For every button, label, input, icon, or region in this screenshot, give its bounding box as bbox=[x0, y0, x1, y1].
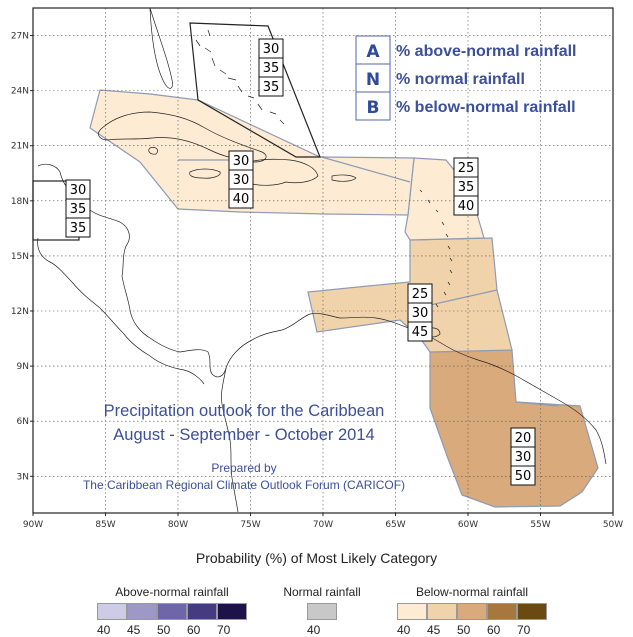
lat-tick-label: 15N bbox=[11, 252, 29, 262]
scale-group-label: Below-normal rainfall bbox=[415, 585, 529, 599]
swatch-label-row: 40 45 50 60 70 bbox=[97, 623, 247, 637]
color-swatch bbox=[457, 603, 487, 620]
prob-box-greater-antilles: 30 30 40 bbox=[228, 150, 254, 209]
swatch-value: 40 bbox=[97, 623, 111, 637]
lat-tick-label: 27N bbox=[11, 32, 29, 42]
legend-text-normal: % normal rainfall bbox=[396, 71, 525, 88]
prob-box-windward-islands: 25 30 45 bbox=[407, 283, 433, 342]
swatch-row bbox=[307, 603, 337, 620]
legend-key-b: B bbox=[367, 98, 380, 118]
lon-tick-label: 90W bbox=[23, 520, 43, 530]
map-title-line2: August - September - October 2014 bbox=[113, 426, 374, 444]
color-swatch bbox=[187, 603, 217, 620]
lon-tick-label: 65W bbox=[385, 520, 405, 530]
prob-value-n: 30 bbox=[233, 173, 250, 188]
prob-value-a: 25 bbox=[458, 161, 475, 176]
prob-box-belize: 30 35 35 bbox=[65, 179, 91, 238]
lat-tick-label: 18N bbox=[11, 197, 29, 207]
swatch-label-row: 40 bbox=[307, 623, 337, 637]
swatch-value: 50 bbox=[457, 623, 471, 637]
lon-tick-label: 70W bbox=[313, 520, 333, 530]
swatch-value: 40 bbox=[307, 623, 321, 637]
prob-value-n: 30 bbox=[515, 450, 532, 465]
color-swatch bbox=[487, 603, 517, 620]
swatch-value: 60 bbox=[487, 623, 501, 637]
prob-cell bbox=[407, 321, 433, 342]
lat-tick-label: 12N bbox=[11, 307, 29, 317]
caribbean-map: 27N 24N 21N 18N 15N 12N 9N 6N 3N 90W 85W 80W 75W 70W… bbox=[11, 7, 623, 530]
swatch-value: 70 bbox=[217, 623, 231, 637]
legend-text-above: % above-normal rainfall bbox=[396, 43, 577, 60]
prob-value-b: 50 bbox=[515, 469, 532, 484]
color-swatch bbox=[307, 603, 337, 620]
prepared-by: Prepared by bbox=[211, 461, 276, 475]
latitude-ticks: 27N 24N 21N 18N 15N 12N 9N 6N 3N bbox=[11, 32, 33, 482]
legend-key-a: A bbox=[366, 42, 380, 62]
color-swatch bbox=[97, 603, 127, 620]
lon-tick-label: 50W bbox=[603, 520, 623, 530]
map-title-line1: Precipitation outlook for the Caribbean bbox=[104, 402, 385, 420]
prob-cell bbox=[453, 195, 479, 216]
lat-tick-label: 21N bbox=[11, 142, 29, 152]
color-swatch bbox=[427, 603, 457, 620]
swatch-value: 45 bbox=[427, 623, 441, 637]
lat-tick-label: 24N bbox=[11, 87, 29, 97]
prob-cell bbox=[258, 76, 284, 97]
lat-tick-label: 9N bbox=[17, 362, 29, 372]
prob-value-a: 30 bbox=[70, 183, 87, 198]
scale-group-label: Above-normal rainfall bbox=[115, 585, 229, 599]
color-swatch bbox=[217, 603, 247, 620]
lat-tick-label: 6N bbox=[17, 417, 29, 427]
organization: The Caribbean Regional Climate Outlook F… bbox=[83, 478, 405, 492]
prob-value-a: 30 bbox=[263, 42, 280, 57]
prob-value-b: 40 bbox=[458, 199, 475, 214]
color-swatch bbox=[397, 603, 427, 620]
swatch-value: 50 bbox=[157, 623, 171, 637]
prob-cell bbox=[65, 217, 91, 238]
prob-value-n: 35 bbox=[70, 202, 87, 217]
color-swatch bbox=[517, 603, 547, 620]
swatch-value: 70 bbox=[517, 623, 531, 637]
legend-text-below: % below-normal rainfall bbox=[396, 99, 576, 116]
prob-box-leeward-islands: 25 35 40 bbox=[453, 157, 479, 216]
lon-tick-label: 80W bbox=[168, 520, 188, 530]
legend-key-n: N bbox=[366, 70, 380, 90]
prob-value-a: 20 bbox=[515, 431, 532, 446]
scale-group-label: Normal rainfall bbox=[283, 585, 361, 599]
swatch-value: 60 bbox=[187, 623, 201, 637]
zone-bahamas bbox=[189, 22, 321, 158]
lon-tick-label: 85W bbox=[95, 520, 115, 530]
prob-value-n: 35 bbox=[263, 61, 280, 76]
lat-tick-label: 3N bbox=[17, 472, 29, 482]
category-legend: A N B % above-normal rainfall % normal r… bbox=[355, 35, 577, 121]
lon-tick-label: 55W bbox=[530, 520, 550, 530]
color-swatch bbox=[157, 603, 187, 620]
prob-value-b: 35 bbox=[263, 80, 280, 95]
swatch-row bbox=[397, 603, 547, 620]
prob-value-n: 35 bbox=[458, 180, 475, 195]
probability-scale: Probability (%) of Most Likely Category … bbox=[0, 540, 633, 637]
prob-value-a: 25 bbox=[412, 287, 429, 302]
prob-value-b: 45 bbox=[412, 325, 429, 340]
longitude-ticks: 90W 85W 80W 75W 70W 65W 60W 55W 50W bbox=[23, 513, 623, 530]
probability-boxes: 30 35 35 30 35 35 30 30 40 25 35 40 25 30 45 20 30 50 bbox=[65, 38, 536, 486]
prob-box-bahamas: 30 35 35 bbox=[258, 38, 284, 97]
swatch-row bbox=[97, 603, 247, 620]
scale-title: Probability (%) of Most Likely Category bbox=[195, 550, 438, 566]
color-swatch bbox=[127, 603, 157, 620]
prob-cell bbox=[510, 465, 536, 486]
lon-tick-label: 60W bbox=[458, 520, 478, 530]
swatch-value: 45 bbox=[127, 623, 141, 637]
prob-cell bbox=[228, 188, 254, 209]
swatch-label-row: 40 45 50 60 70 bbox=[397, 623, 547, 637]
prob-value-b: 40 bbox=[233, 192, 250, 207]
graticule bbox=[32, 8, 614, 513]
prob-value-b: 35 bbox=[70, 221, 87, 236]
lon-tick-label: 75W bbox=[240, 520, 260, 530]
prob-box-guianas: 20 30 50 bbox=[510, 427, 536, 486]
map-frame bbox=[32, 7, 614, 514]
prob-value-a: 30 bbox=[233, 154, 250, 169]
swatch-value: 40 bbox=[397, 623, 411, 637]
prob-value-n: 30 bbox=[412, 306, 429, 321]
